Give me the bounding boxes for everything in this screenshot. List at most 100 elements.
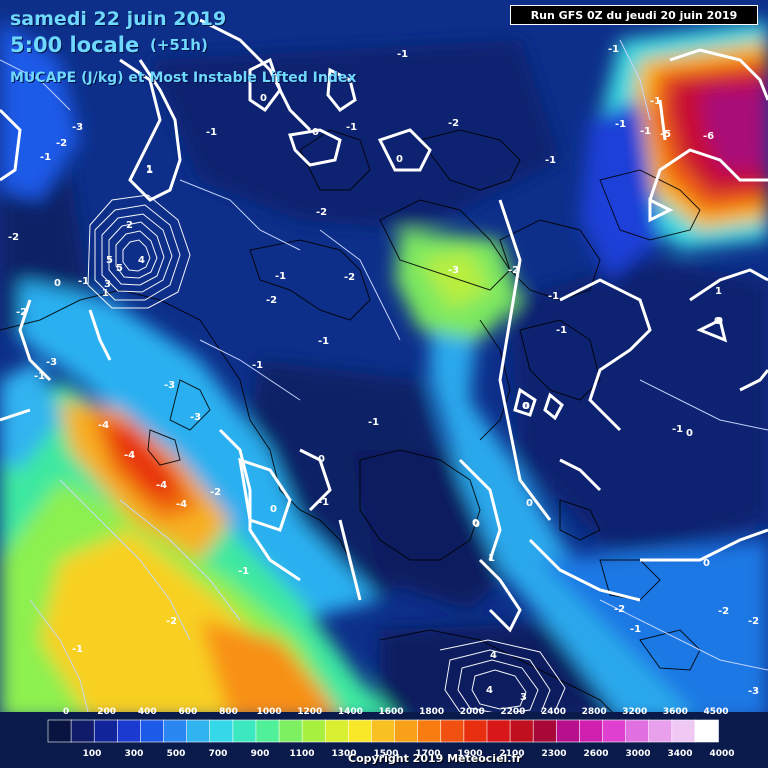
colorbar-top-label: 1200 <box>297 707 322 717</box>
lifted-index-label: 1 <box>146 164 153 175</box>
colorbar-swatch <box>625 719 650 743</box>
colorbar-swatch <box>671 719 696 743</box>
lifted-index-label: 4 <box>490 650 497 661</box>
lifted-index-label: 3 <box>520 692 527 703</box>
colorbar-bottom-label: 3000 <box>625 749 650 759</box>
lifted-index-label: 0 <box>716 316 723 327</box>
lifted-index-label: -3 <box>448 265 459 276</box>
colorbar-top-label: 3200 <box>622 707 647 717</box>
lifted-index-labels: -3-2-1-1-2-10-101-10-1-1-1-1-1-5-6-2-121… <box>8 10 759 750</box>
lifted-index-label: 0 <box>703 558 710 569</box>
lifted-index-label: 1 <box>102 288 109 299</box>
colorbar-top-label: 0 <box>63 707 69 717</box>
lifted-index-label: -3 <box>190 412 201 423</box>
colorbar-swatch <box>602 719 627 743</box>
colorbar: 0 200 400 600 800 1000 1200 1400 1600 1800 2000 220… <box>0 707 768 768</box>
lifted-index-label: -1 <box>318 336 329 347</box>
colorbar-swatch <box>140 719 165 743</box>
colorbar-top-label: 200 <box>97 707 116 717</box>
lifted-index-label: 1 <box>146 165 153 176</box>
colorbar-swatch <box>117 719 142 743</box>
colorbar-top-label: 3600 <box>663 707 688 717</box>
colorbar-swatch <box>532 719 558 743</box>
lifted-index-label: -1 <box>397 49 408 60</box>
colorbar-swatch <box>509 719 534 743</box>
colorbar-bottom-label: 2300 <box>541 749 566 759</box>
colorbar-swatch <box>209 719 234 743</box>
colorbar-swatch <box>394 719 419 743</box>
colorbar-swatch <box>579 719 604 743</box>
colorbar-swatch <box>93 719 119 743</box>
colorbar-top-label: 2200 <box>500 707 525 717</box>
lifted-index-label: 0 <box>473 519 480 530</box>
lifted-index-label: -2 <box>748 616 759 627</box>
lifted-index-label: -5 <box>660 129 671 140</box>
lifted-index-label: 4 <box>138 255 145 266</box>
lifted-index-label: -1 <box>556 325 567 336</box>
colorbar-top-label: 2800 <box>582 707 607 717</box>
colorbar-swatch <box>348 719 373 743</box>
lifted-index-label: -3 <box>46 357 57 368</box>
colorbar-top-label: 600 <box>179 707 198 717</box>
lifted-index-label: 5 <box>116 263 123 274</box>
lifted-index-label: -2 <box>614 604 625 615</box>
map-date: samedi 22 juin 2019 <box>10 8 227 30</box>
colorbar-swatches <box>47 719 719 743</box>
model-run-label: Run GFS 0Z du jeudi 20 juin 2019 <box>510 5 758 25</box>
lifted-index-label: -1 <box>672 424 683 435</box>
colorbar-bottom-label: 2600 <box>583 749 608 759</box>
colorbar-bottom-label: 1100 <box>289 749 314 759</box>
lifted-index-label: -2 <box>448 118 459 129</box>
lifted-index-label: 5 <box>106 255 113 266</box>
colorbar-swatch <box>301 719 327 743</box>
lifted-index-label: -1 <box>275 271 286 282</box>
colorbar-swatch <box>463 719 488 743</box>
colorbar-swatch <box>255 719 280 743</box>
colorbar-bottom-label: 1900 <box>457 749 482 759</box>
lifted-index-label: -1 <box>238 566 249 577</box>
map-subtitle: MUCAPE (J/kg) et Most Instable Lifted In… <box>10 70 357 86</box>
lifted-index-label: 0 <box>714 316 721 327</box>
colorbar-top-label: 2400 <box>541 707 566 717</box>
lifted-index-label: -1 <box>368 417 379 428</box>
lifted-index-label: -4 <box>124 450 135 461</box>
lifted-index-label: 0 <box>318 454 325 465</box>
colorbar-top-labels: 0 200 400 600 800 1000 1200 1400 1600 1800 2000 220… <box>63 707 729 717</box>
lifted-index-label: 0 <box>686 428 693 439</box>
lifted-index-label: -2 <box>266 295 277 306</box>
lifted-index-label: -1 <box>650 96 661 107</box>
lifted-index-label: -1 <box>72 644 83 655</box>
colorbar-top-label: 800 <box>219 707 238 717</box>
coastlines <box>0 129 701 721</box>
lifted-index-label: 1 <box>715 286 722 297</box>
lifted-index-label: -3 <box>72 122 83 133</box>
lifted-index-label: -1 <box>548 291 559 302</box>
lifted-index-label: 0 <box>522 401 529 412</box>
lifted-index-label: 0 <box>472 518 479 529</box>
lifted-index-label: -1 <box>545 155 556 166</box>
colorbar-top-label: 1400 <box>338 707 363 717</box>
lifted-index-label: -1 <box>40 152 51 163</box>
lifted-index-label: 0 <box>54 278 61 289</box>
colorbar-swatch <box>694 719 719 743</box>
lifted-index-label: 4 <box>486 685 493 696</box>
cape-fields <box>0 20 768 720</box>
lifted-index-label: -2 <box>56 138 67 149</box>
lifted-index-label: -3 <box>748 686 759 697</box>
colorbar-bottom-label: 1300 <box>331 749 356 759</box>
colorbar-top-label: 1600 <box>378 707 403 717</box>
colorbar-swatch <box>440 719 465 743</box>
colorbar-swatch <box>486 719 511 743</box>
colorbar-swatch <box>555 719 581 743</box>
lifted-index-label: -1 <box>34 371 45 382</box>
lifted-index-label: -4 <box>176 499 187 510</box>
lifted-index-label: -2 <box>508 265 519 276</box>
colorbar-swatch <box>232 719 257 743</box>
lifted-index-label: 1 <box>488 553 495 564</box>
colorbar-bottom-label: 1500 <box>373 749 398 759</box>
lifted-index-label: 2 <box>126 220 133 231</box>
lifted-index-label: -2 <box>166 616 177 627</box>
lifted-index-label: -1 <box>318 497 329 508</box>
